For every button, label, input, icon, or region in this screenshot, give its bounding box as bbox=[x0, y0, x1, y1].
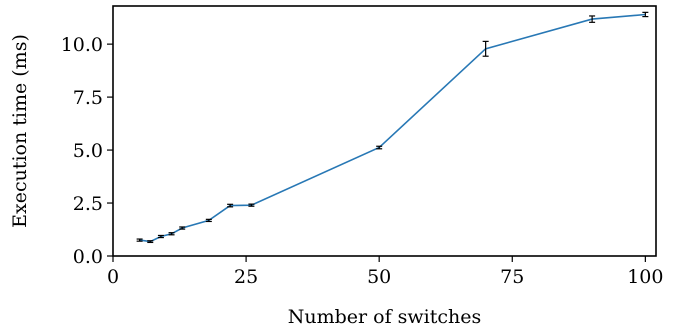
y-axis: 0.0 2.5 5.0 7.5 10.0 bbox=[61, 34, 113, 268]
x-axis-label: Number of switches bbox=[288, 306, 482, 328]
plot-area bbox=[136, 11, 649, 244]
y-axis-label: Execution time (ms) bbox=[9, 34, 31, 228]
x-tick-label: 25 bbox=[234, 266, 258, 288]
y-tick-label: 10.0 bbox=[61, 34, 103, 56]
x-tick-label: 100 bbox=[627, 266, 663, 288]
error-bar bbox=[482, 40, 489, 57]
x-tick-label: 0 bbox=[107, 266, 119, 288]
y-tick-label: 5.0 bbox=[73, 140, 103, 162]
error-bar bbox=[227, 203, 234, 208]
x-axis: 0 25 50 75 100 bbox=[107, 256, 663, 288]
error-bar bbox=[179, 226, 186, 230]
axes-frame bbox=[112, 5, 657, 257]
y-tick-label: 2.5 bbox=[73, 193, 103, 215]
error-bar bbox=[147, 240, 154, 244]
error-bar bbox=[157, 234, 164, 239]
series-line bbox=[139, 13, 646, 243]
error-bar bbox=[642, 11, 649, 18]
error-bar bbox=[136, 238, 143, 242]
error-bar bbox=[168, 232, 175, 236]
y-tick-label: 7.5 bbox=[73, 87, 103, 109]
x-tick-label: 50 bbox=[367, 266, 391, 288]
error-bar bbox=[376, 145, 383, 150]
error-bar bbox=[589, 15, 596, 23]
error-bar bbox=[205, 218, 212, 223]
error-bar bbox=[248, 203, 255, 207]
y-tick-label: 0.0 bbox=[73, 246, 103, 268]
x-tick-label: 75 bbox=[500, 266, 524, 288]
